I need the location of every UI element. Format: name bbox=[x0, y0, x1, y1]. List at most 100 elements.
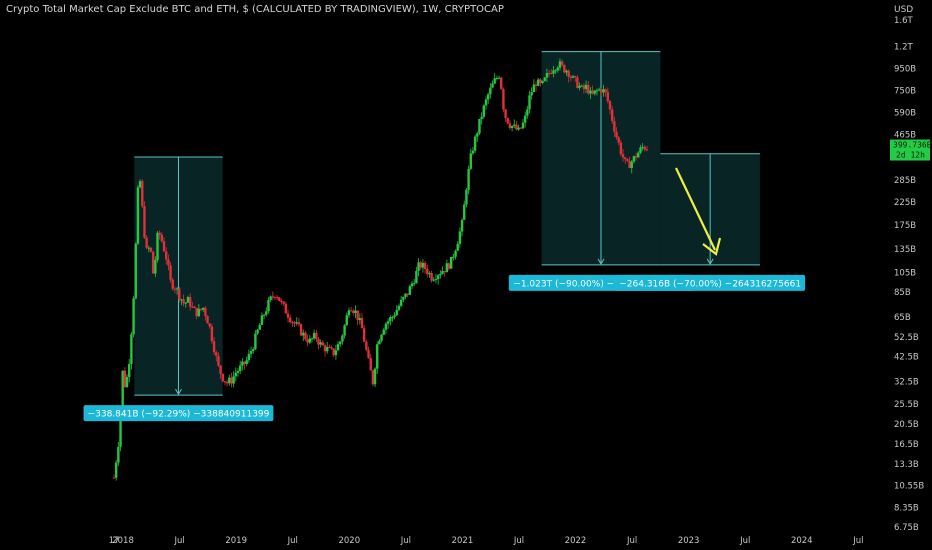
candle-body bbox=[341, 335, 344, 342]
candle-body bbox=[515, 124, 518, 130]
candle-body bbox=[354, 310, 357, 313]
candle-body bbox=[619, 142, 623, 155]
candle-body bbox=[128, 364, 131, 377]
last-price-label: 399.736B bbox=[893, 141, 932, 150]
candle-body bbox=[278, 297, 281, 302]
candle-body bbox=[543, 77, 546, 81]
candle-body bbox=[234, 372, 238, 377]
candle-body bbox=[410, 283, 414, 287]
y-tick-label: 105B bbox=[894, 269, 916, 279]
candle-body bbox=[297, 322, 301, 325]
candle-body bbox=[441, 271, 444, 274]
candle-body bbox=[143, 206, 146, 238]
candle-body bbox=[171, 279, 174, 289]
y-tick-label: 52.5B bbox=[894, 333, 919, 343]
candle-body bbox=[236, 370, 240, 373]
candle-body bbox=[626, 159, 629, 162]
x-tick-label: Jul bbox=[173, 536, 184, 546]
candle-body bbox=[347, 310, 351, 316]
measurement-layer bbox=[134, 51, 760, 396]
candle-body bbox=[380, 334, 383, 341]
candle-body bbox=[204, 307, 207, 317]
candle-body bbox=[365, 341, 368, 350]
candle-body bbox=[243, 361, 246, 364]
candle-body bbox=[480, 116, 483, 119]
candle-body bbox=[539, 79, 542, 84]
countdown-label: 2d 12h bbox=[896, 151, 925, 160]
candle-body bbox=[188, 297, 192, 307]
candle-body bbox=[482, 105, 486, 117]
candle-body bbox=[460, 219, 464, 232]
candle-body bbox=[513, 124, 516, 126]
candle-body bbox=[286, 313, 290, 318]
candle-body bbox=[632, 156, 636, 162]
candle-body bbox=[593, 90, 596, 94]
candle-body bbox=[282, 301, 285, 304]
candle-body bbox=[119, 407, 122, 447]
candle-body bbox=[432, 279, 435, 281]
candle-body bbox=[530, 92, 533, 96]
candle-body bbox=[495, 78, 499, 80]
candle-body bbox=[569, 76, 573, 78]
candle-body bbox=[245, 360, 248, 364]
candle-body bbox=[182, 299, 185, 304]
candle-body bbox=[145, 237, 148, 248]
candle-body bbox=[219, 365, 222, 374]
price-axis[interactable]: 1.6T1.2T950B750B590B465B365B285B225B175B… bbox=[890, 5, 932, 533]
candle-body bbox=[306, 339, 309, 343]
candle-body bbox=[597, 89, 601, 91]
candle-body bbox=[604, 89, 607, 92]
candle-body bbox=[528, 95, 531, 110]
candle-body bbox=[423, 262, 427, 270]
candle-body bbox=[478, 118, 481, 134]
candle-body bbox=[467, 168, 470, 190]
candle-body bbox=[369, 357, 372, 371]
candle-body bbox=[500, 77, 503, 90]
candle-body bbox=[552, 70, 555, 74]
candle-body bbox=[299, 324, 303, 336]
candle-body bbox=[304, 332, 307, 340]
y-tick-label: 175B bbox=[894, 221, 916, 231]
candle-body bbox=[138, 181, 142, 188]
candle-body bbox=[323, 345, 327, 352]
candle-body bbox=[315, 332, 318, 340]
candle-body bbox=[180, 299, 183, 301]
candle-body bbox=[260, 315, 264, 325]
candle-body bbox=[426, 269, 429, 275]
candle-body bbox=[199, 308, 203, 310]
candle-body bbox=[362, 328, 366, 342]
candle-body bbox=[271, 296, 275, 298]
measure-arrowhead bbox=[175, 388, 182, 396]
candle-body bbox=[465, 189, 468, 205]
candle-body bbox=[523, 115, 527, 123]
candle-body bbox=[284, 303, 288, 314]
candle-body bbox=[560, 61, 564, 65]
y-tick-label: 285B bbox=[894, 176, 916, 186]
candle-body bbox=[584, 84, 588, 89]
candle-body bbox=[325, 347, 329, 352]
x-tick-label: Jul bbox=[852, 536, 863, 546]
candle-body bbox=[628, 161, 631, 168]
y-tick-label: 590B bbox=[894, 108, 916, 118]
candle-body bbox=[580, 85, 583, 87]
y-tick-label: 750B bbox=[894, 86, 916, 96]
candle-body bbox=[563, 64, 566, 73]
x-tick-label: Jul bbox=[287, 536, 298, 546]
y-tick-label: 465B bbox=[894, 131, 916, 141]
candle-body bbox=[295, 322, 298, 324]
candle-body bbox=[132, 298, 135, 335]
candle-body bbox=[430, 273, 433, 281]
y-tick-label: 20.5B bbox=[894, 420, 919, 430]
candle-body bbox=[386, 321, 390, 324]
y-tick-label: 10.55B bbox=[894, 482, 924, 492]
measure-label: −1.023T (−90.00%) −1023170934495 bbox=[513, 279, 688, 289]
candle-body bbox=[621, 154, 625, 158]
candle-body bbox=[302, 332, 305, 336]
arrow-head bbox=[702, 237, 722, 256]
y-tick-label: 1.2T bbox=[894, 43, 914, 53]
candle-body bbox=[554, 70, 557, 72]
candle-body bbox=[178, 288, 181, 300]
candle-body bbox=[123, 370, 127, 387]
